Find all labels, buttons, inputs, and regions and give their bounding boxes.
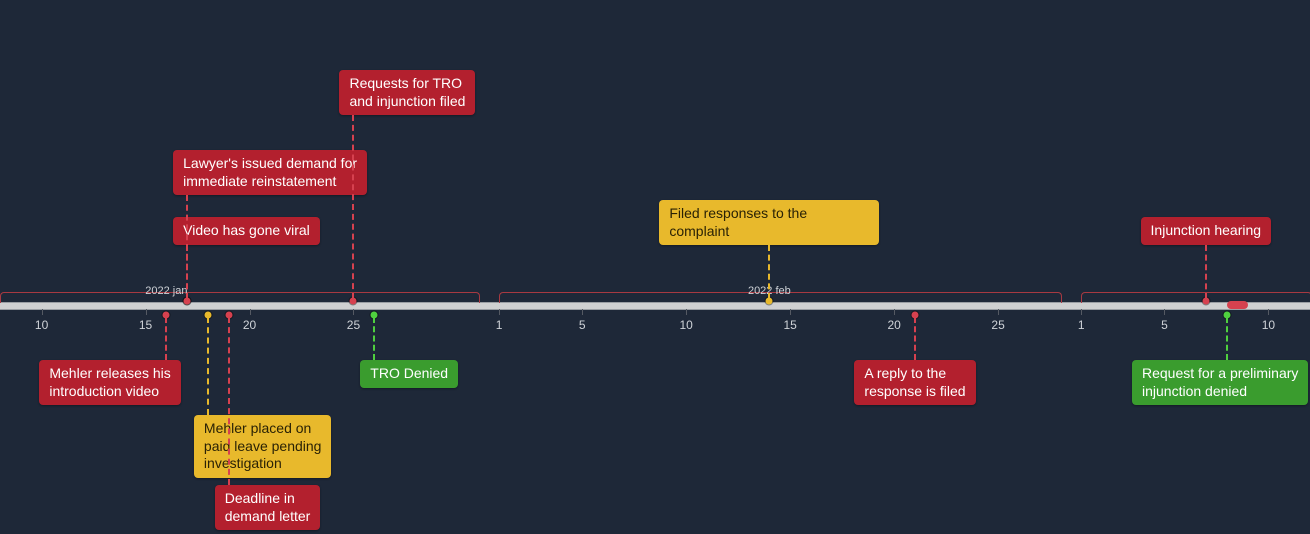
timeline-event-label[interactable]: Request for a preliminary injunction den… [1132,360,1308,405]
timeline-connector [768,245,770,299]
axis-tick-label: 20 [887,318,900,332]
axis-tick-label: 25 [347,318,360,332]
axis-tick-label: 20 [243,318,256,332]
timeline-connector [914,317,916,360]
axis-tick-label: 1 [1078,318,1085,332]
timeline-connector [207,317,209,415]
axis-tick-label: 15 [783,318,796,332]
axis-tick-label: 25 [991,318,1004,332]
timeline-event-label[interactable]: Deadline in demand letter [215,485,321,530]
axis-tick-label: 1 [496,318,503,332]
axis-tick-label: 10 [1262,318,1275,332]
timeline-event-label[interactable]: Mehler releases his introduction video [39,360,180,405]
timeline-connector [373,317,375,360]
timeline-event-label[interactable]: A reply to the response is filed [854,360,975,405]
timeline-event-label[interactable]: Lawyer's issued demand for immediate rei… [173,150,367,195]
timeline-connector [165,317,167,360]
axis-tick-label: 10 [35,318,48,332]
timeline-connector [352,115,354,299]
axis-tick-label: 5 [1161,318,1168,332]
axis-tick-label: 10 [680,318,693,332]
axis-month-label: 2022 jan [145,285,187,297]
axis-tick-label: 15 [139,318,152,332]
timeline-event-label[interactable]: Mehler placed on paid leave pending inve… [194,415,332,478]
timeline-event-label[interactable]: Filed responses to the complaint [659,200,879,245]
timeline-event-label[interactable]: Requests for TRO and injunction filed [339,70,475,115]
timeline-event-label[interactable]: TRO Denied [360,360,458,388]
timeline-event-label[interactable]: Injunction hearing [1141,217,1272,245]
timeline-connector [186,195,188,299]
timeline-connector [1205,245,1207,299]
timeline-connector [228,317,230,485]
timeline-event-label[interactable]: Video has gone viral [173,217,320,245]
timeline-connector [1226,317,1228,360]
axis-tick-label: 5 [579,318,586,332]
